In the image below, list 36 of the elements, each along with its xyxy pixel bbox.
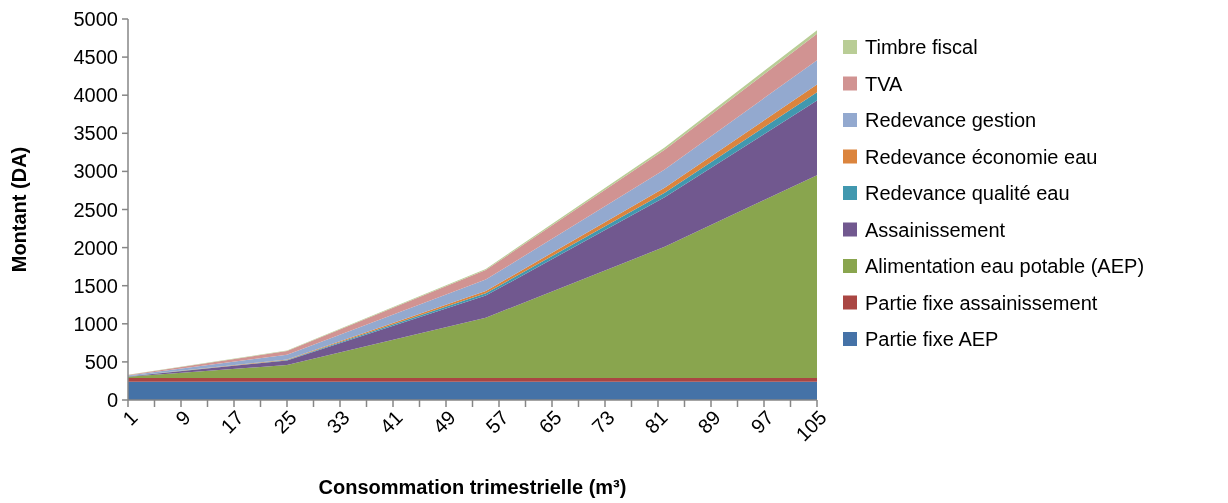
legend-label: Alimentation eau potable (AEP) <box>865 255 1145 277</box>
y-tick-label: 500 <box>84 350 118 373</box>
legend-label: Redevance économie eau <box>865 145 1098 168</box>
y-tick-label: 3500 <box>73 122 118 145</box>
x-tick-label: 17 <box>216 406 248 438</box>
x-tick-label: 105 <box>791 406 831 446</box>
x-tick-label: 81 <box>640 406 672 438</box>
x-tick-label: 1 <box>118 406 142 430</box>
legend-label: Redevance qualité eau <box>865 182 1070 204</box>
x-tick-label: 41 <box>375 406 407 438</box>
legend-label: Assainissement <box>865 218 1006 241</box>
y-tick-label: 3000 <box>73 160 118 183</box>
x-tick-label: 65 <box>534 406 566 438</box>
x-tick-label: 9 <box>171 406 195 430</box>
y-tick-label: 2500 <box>73 198 118 221</box>
x-tick-label: 33 <box>322 406 354 438</box>
legend-label: Redevance gestion <box>865 109 1037 131</box>
legend-label: Partie fixe assainissement <box>865 291 1098 314</box>
legend-label: Timbre fiscal <box>865 36 978 58</box>
x-axis-title: Consommation trimestrielle (m³) <box>318 476 627 498</box>
y-tick-label: 1000 <box>73 312 118 335</box>
x-tick-label: 25 <box>269 406 301 438</box>
legend-label: TVA <box>865 72 904 95</box>
legend-label: Partie fixe AEP <box>865 328 999 350</box>
y-tick-label: 4000 <box>73 84 118 107</box>
x-tick-label: 97 <box>746 406 778 438</box>
x-tick-label: 73 <box>587 406 619 438</box>
x-tick-label: 57 <box>481 406 513 438</box>
y-tick-label: 0 <box>106 389 118 411</box>
x-tick-label: 49 <box>428 406 460 438</box>
y-tick-label: 1500 <box>73 274 118 297</box>
y-tick-label: 4500 <box>73 46 118 69</box>
y-axis-title: Montant (DA) <box>8 146 30 273</box>
y-tick-label: 5000 <box>73 8 118 30</box>
y-tick-label: 2000 <box>73 236 118 259</box>
x-tick-label: 89 <box>693 406 725 438</box>
